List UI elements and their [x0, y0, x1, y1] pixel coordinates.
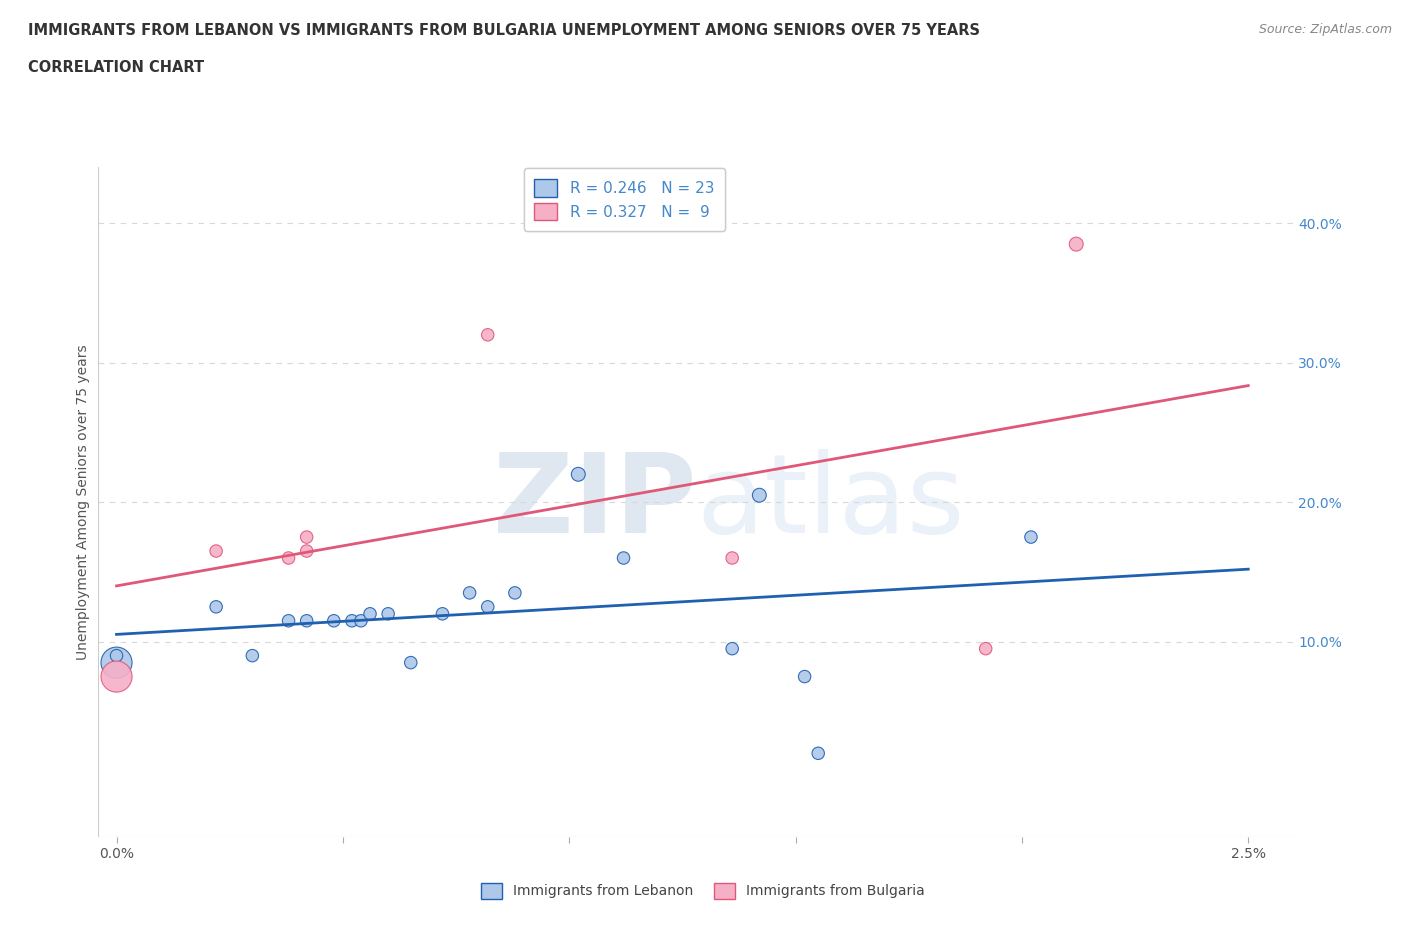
Text: CORRELATION CHART: CORRELATION CHART [28, 60, 204, 75]
Point [322, 614, 344, 629]
Point [277, 614, 299, 629]
Point [205, 600, 228, 615]
Point [295, 544, 318, 559]
Legend: Immigrants from Lebanon, Immigrants from Bulgaria: Immigrants from Lebanon, Immigrants from… [475, 877, 931, 905]
Point [359, 606, 381, 621]
Point [477, 327, 499, 342]
Point [105, 656, 128, 671]
Point [807, 746, 830, 761]
Point [974, 642, 997, 657]
Point [399, 656, 422, 671]
Text: Source: ZipAtlas.com: Source: ZipAtlas.com [1258, 23, 1392, 36]
Point [458, 586, 481, 601]
Text: atlas: atlas [696, 448, 965, 556]
Point [721, 642, 744, 657]
Point [105, 648, 128, 663]
Point [477, 600, 499, 615]
Point [748, 488, 770, 503]
Y-axis label: Unemployment Among Seniors over 75 years: Unemployment Among Seniors over 75 years [76, 344, 90, 660]
Point [105, 670, 128, 684]
Point [612, 551, 634, 565]
Point [432, 606, 454, 621]
Text: ZIP: ZIP [492, 448, 696, 556]
Legend: R = 0.246   N = 23, R = 0.327   N =  9: R = 0.246 N = 23, R = 0.327 N = 9 [524, 168, 724, 232]
Point [503, 586, 526, 601]
Point [295, 614, 318, 629]
Text: IMMIGRANTS FROM LEBANON VS IMMIGRANTS FROM BULGARIA UNEMPLOYMENT AMONG SENIORS O: IMMIGRANTS FROM LEBANON VS IMMIGRANTS FR… [28, 23, 980, 38]
Point [350, 614, 373, 629]
Point [340, 614, 363, 629]
Point [567, 467, 589, 482]
Point [1064, 237, 1087, 252]
Point [377, 606, 399, 621]
Point [721, 551, 744, 565]
Point [240, 648, 263, 663]
Point [1019, 530, 1042, 545]
Point [793, 670, 815, 684]
Point [205, 544, 228, 559]
Point [277, 551, 299, 565]
Point [295, 530, 318, 545]
